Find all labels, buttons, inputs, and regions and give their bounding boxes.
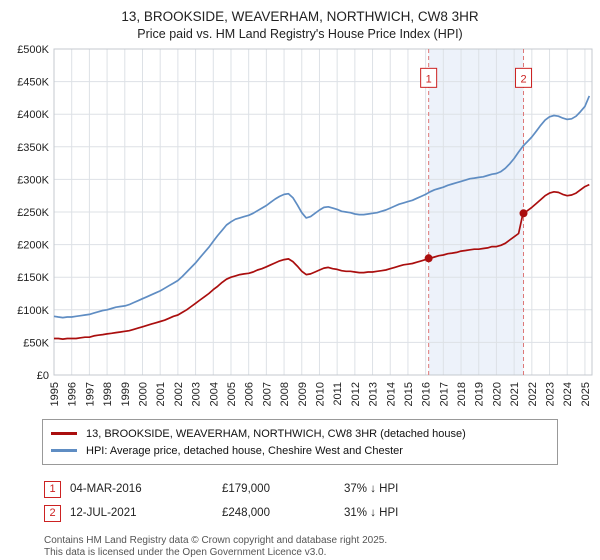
y-tick-label: £50K: [23, 337, 49, 349]
y-tick-label: £450K: [17, 77, 49, 89]
sale-flag-2: [515, 67, 533, 88]
sale-date: 12-JUL-2021: [70, 507, 137, 519]
x-tick-label: 2008: [279, 382, 291, 406]
sale-price: £179,000: [222, 483, 270, 495]
x-tick-label: 2002: [173, 382, 185, 406]
plot-border: [53, 48, 593, 376]
footer: Contains HM Land Registry data © Crown c…: [0, 535, 600, 559]
hpi-line: [53, 95, 591, 319]
y-tick-label: £100K: [17, 305, 49, 317]
footer-licence: This data is licensed under the Open Gov…: [44, 547, 327, 558]
legend-item-hpi: HPI: Average price, detached house, Ches…: [51, 442, 549, 459]
x-tick-label: 2023: [545, 382, 557, 406]
x-tick-label: 2007: [261, 382, 273, 406]
x-tick-label: 2005: [226, 382, 238, 406]
sale-date: 04-MAR-2016: [70, 483, 142, 495]
y-tick-label: £150K: [17, 272, 49, 284]
sale-marker-2[interactable]: [519, 209, 528, 218]
sale-number-badge: 1: [44, 480, 61, 498]
x-tick-label: 2017: [438, 382, 450, 406]
x-tick-label: 1995: [49, 382, 61, 406]
x-tick-label: 2003: [191, 382, 203, 406]
x-tick-label: 2012: [350, 382, 362, 406]
x-tick-label: 2010: [314, 382, 326, 406]
x-tick-label: 1998: [102, 382, 114, 406]
price-line-swatch: [51, 432, 77, 435]
page-title: 13, BROOKSIDE, WEAVERHAM, NORTHWICH, CW8…: [121, 9, 479, 24]
sale-number-badge: 2: [44, 504, 61, 522]
x-tick-label: 2009: [297, 382, 309, 406]
y-tick-label: £300K: [17, 174, 49, 186]
x-tick-label: 2015: [403, 382, 415, 406]
x-tick-label: 1999: [120, 382, 132, 406]
sale-row-1: 1 04-MAR-2016 £179,000 37% ↓ HPI: [0, 477, 600, 501]
y-tick-label: £400K: [17, 109, 49, 121]
y-tick-label: £0: [37, 370, 49, 382]
legend-label-hpi: HPI: Average price, detached house, Ches…: [86, 444, 403, 457]
x-tick-label: 2021: [509, 382, 521, 406]
x-tick-label: 2016: [421, 382, 433, 406]
y-tick-label: £250K: [17, 207, 49, 219]
sale-hpi-diff: 37% ↓ HPI: [344, 483, 399, 495]
footer-copyright: Contains HM Land Registry data © Crown c…: [44, 535, 388, 546]
x-tick-label: 2024: [562, 382, 574, 406]
sale-flag-label: 1: [426, 73, 432, 85]
x-tick-label: 2013: [368, 382, 380, 406]
page-subtitle: Price paid vs. HM Land Registry's House …: [137, 27, 463, 41]
price-history-chart: 1 2 £0 £50K £100K £150K £200K £250K £300K £350K £4…: [17, 44, 593, 406]
hpi-line-swatch: [51, 449, 77, 452]
sale-row-2: 2 12-JUL-2021 £248,000 31% ↓ HPI: [0, 501, 600, 525]
y-tick-label: £350K: [17, 142, 49, 154]
x-tick-label: 2011: [332, 382, 344, 406]
sale-price: £248,000: [222, 507, 270, 519]
sale-marker-1[interactable]: [424, 254, 433, 263]
x-tick-label: 2020: [491, 382, 503, 406]
y-tick-label: £500K: [17, 44, 49, 56]
x-tick-label: 2006: [244, 382, 256, 406]
x-tick-label: 2025: [580, 382, 592, 406]
x-tick-label: 2019: [474, 382, 486, 406]
x-tick-label: 2000: [137, 382, 149, 406]
legend-label-price-paid: 13, BROOKSIDE, WEAVERHAM, NORTHWICH, CW8…: [86, 427, 466, 440]
sale-hpi-diff: 31% ↓ HPI: [344, 507, 399, 519]
x-tick-label: 2004: [208, 382, 220, 406]
x-tick-label: 2018: [456, 382, 468, 406]
chart-legend: 13, BROOKSIDE, WEAVERHAM, NORTHWICH, CW8…: [42, 419, 558, 465]
x-tick-label: 2001: [155, 382, 167, 406]
y-tick-label: £200K: [17, 240, 49, 252]
sale-flag-1: [420, 67, 438, 88]
legend-item-price-paid: 13, BROOKSIDE, WEAVERHAM, NORTHWICH, CW8…: [51, 425, 549, 442]
price-paid-line: [54, 183, 590, 340]
sales-list: 1 04-MAR-2016 £179,000 37% ↓ HPI 2 12-JU…: [0, 477, 600, 525]
x-tick-label: 1997: [84, 382, 96, 406]
x-tick-label: 2022: [527, 382, 539, 406]
x-tick-label: 1996: [67, 382, 79, 406]
x-tick-label: 2014: [385, 382, 397, 406]
sale-flag-label: 2: [520, 73, 526, 85]
